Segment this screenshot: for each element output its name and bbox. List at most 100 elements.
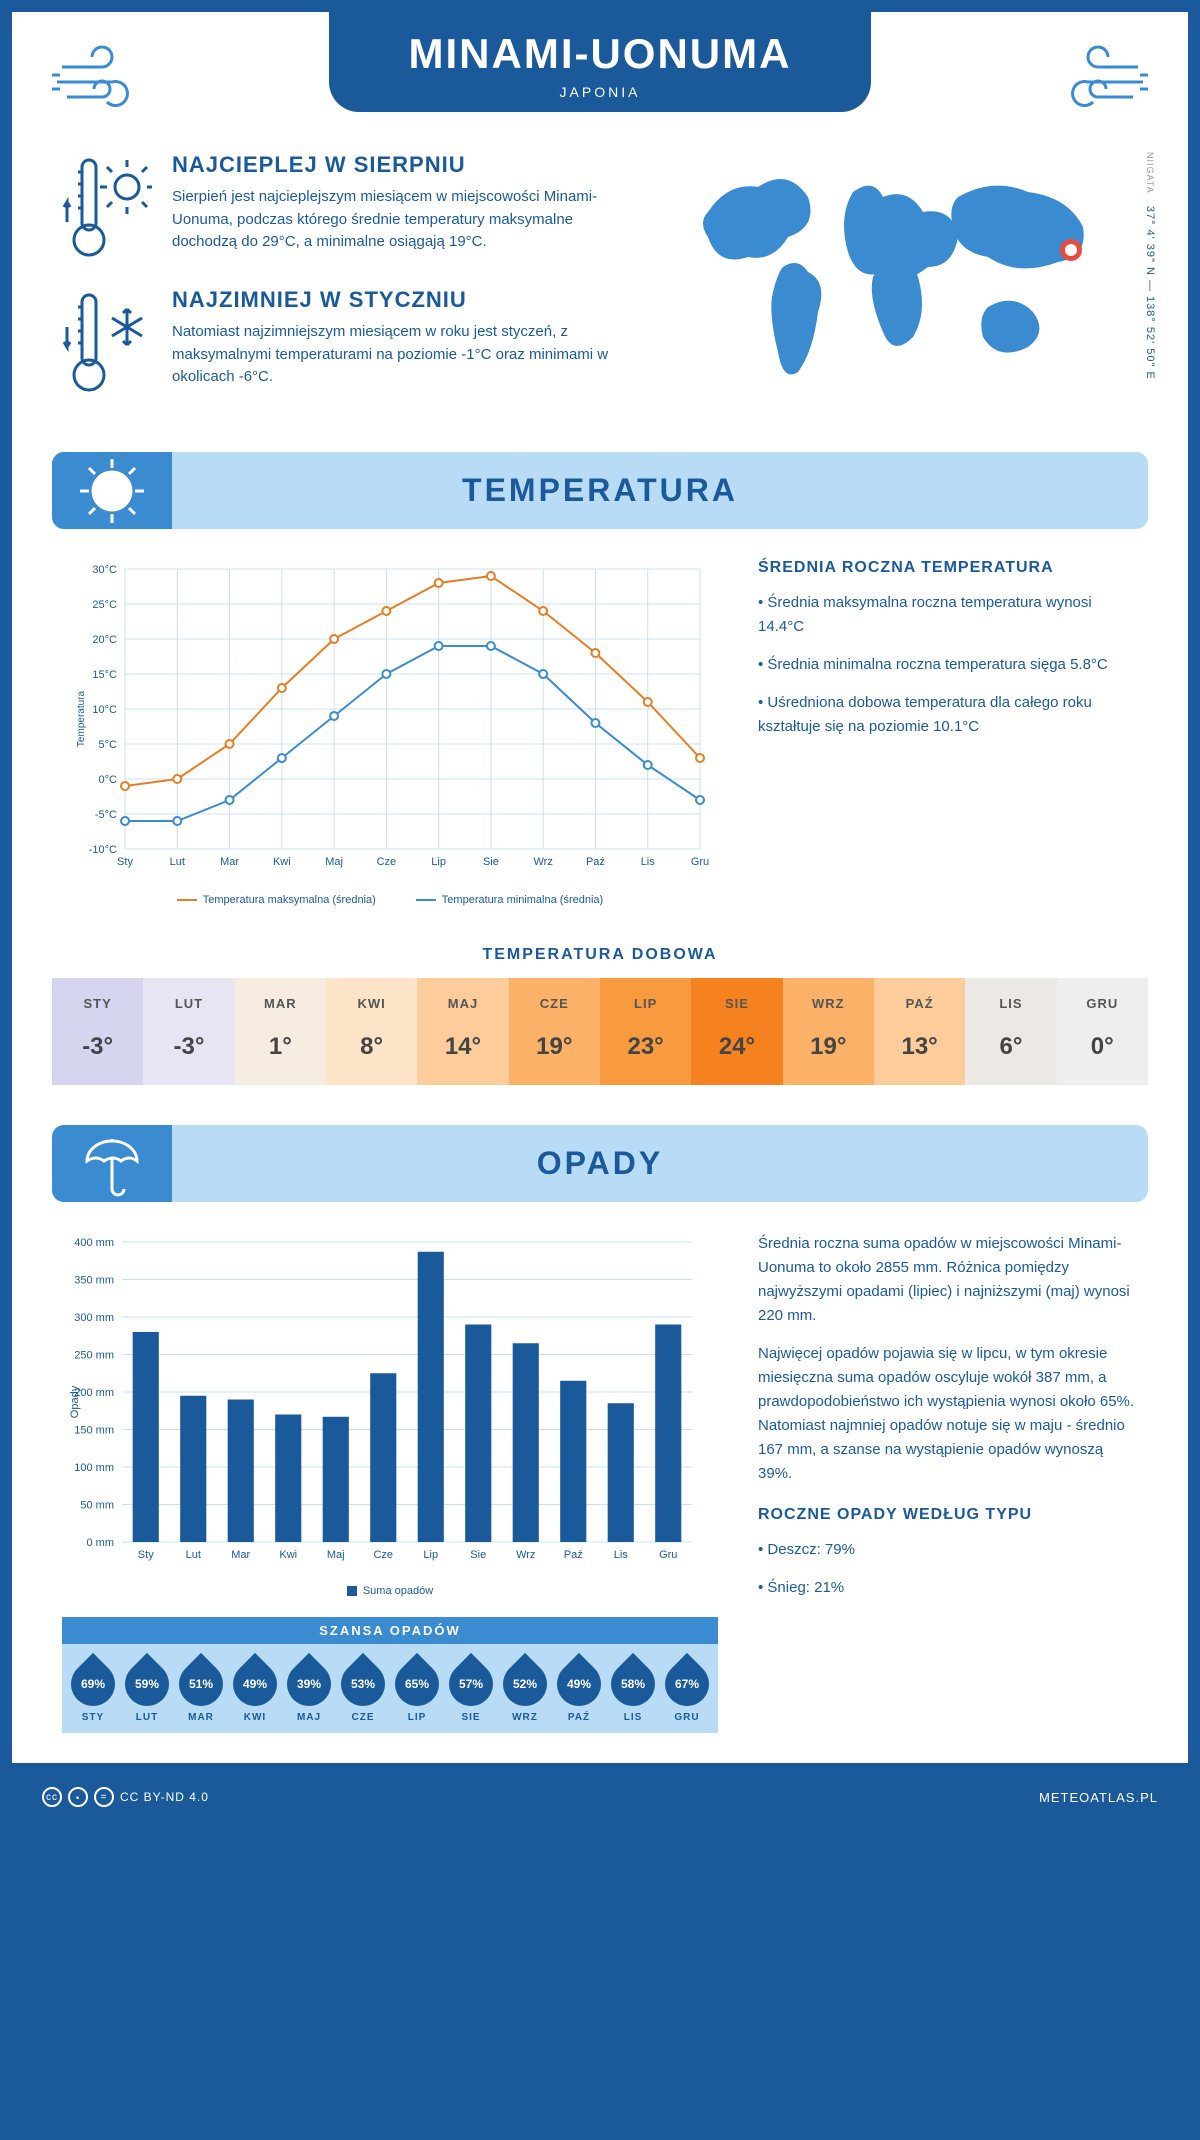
daily-month: LIP: [600, 988, 691, 1019]
drop-icon: 39%: [278, 1653, 340, 1715]
svg-text:Cze: Cze: [377, 856, 397, 868]
chance-value: 65%: [405, 1677, 429, 1691]
svg-text:-10°C: -10°C: [89, 844, 117, 856]
header: MINAMI-UONUMA JAPONIA: [12, 12, 1188, 142]
chance-month: LIP: [390, 1712, 444, 1723]
svg-text:-5°C: -5°C: [95, 809, 117, 821]
temp-bullet: • Średnia maksymalna roczna temperatura …: [758, 591, 1138, 639]
svg-text:100 mm: 100 mm: [74, 1462, 114, 1474]
drop-icon: 69%: [62, 1653, 124, 1715]
warmest-title: NAJCIEPLEJ W SIERPNIU: [172, 152, 638, 178]
cc-icon: cc: [42, 1787, 62, 1807]
svg-text:Mar: Mar: [231, 1549, 250, 1561]
license-block: cc 🞄 = CC BY-ND 4.0: [42, 1787, 209, 1807]
precip-type-bullet: • Śnieg: 21%: [758, 1576, 1138, 1600]
daily-cell: SIE 24°: [691, 978, 782, 1085]
chance-value: 49%: [243, 1677, 267, 1691]
daily-month: CZE: [509, 988, 600, 1019]
chance-value: 59%: [135, 1677, 159, 1691]
precipitation-bar-chart: 0 mm50 mm100 mm150 mm200 mm250 mm300 mm3…: [62, 1232, 702, 1572]
intro-row: NAJCIEPLEJ W SIERPNIU Sierpień jest najc…: [12, 142, 1188, 452]
precipitation-body: 0 mm50 mm100 mm150 mm200 mm250 mm300 mm3…: [12, 1202, 1188, 1743]
precip-type-heading: ROCZNE OPADY WEDŁUG TYPU: [758, 1506, 1138, 1524]
by-icon: 🞄: [68, 1787, 88, 1807]
coldest-text: Natomiast najzimniejszym miesiącem w rok…: [172, 321, 638, 389]
daily-cell: LIP 23°: [600, 978, 691, 1085]
svg-text:300 mm: 300 mm: [74, 1312, 114, 1324]
title-banner: MINAMI-UONUMA JAPONIA: [329, 12, 872, 112]
svg-text:Paź: Paź: [564, 1549, 583, 1561]
wind-icon: [1048, 42, 1148, 127]
daily-cell: KWI 8°: [326, 978, 417, 1085]
coldest-title: NAJZIMNIEJ W STYCZNIU: [172, 287, 638, 313]
temp-bullet: • Średnia minimalna roczna temperatura s…: [758, 653, 1138, 677]
chance-cell: 49% KWI: [228, 1656, 282, 1723]
daily-value: 1°: [235, 1019, 326, 1075]
drop-icon: 57%: [440, 1653, 502, 1715]
world-map: [678, 152, 1138, 407]
daily-value: 6°: [965, 1019, 1056, 1075]
chance-month: CZE: [336, 1712, 390, 1723]
thermometer-sun-icon: [62, 152, 152, 262]
svg-text:0 mm: 0 mm: [87, 1537, 115, 1549]
nd-icon: =: [94, 1787, 114, 1807]
chance-grid: 69% STY59% LUT51% MAR49% KWI39% MAJ53% C…: [62, 1644, 718, 1733]
chance-month: STY: [66, 1712, 120, 1723]
svg-text:Sie: Sie: [483, 856, 499, 868]
daily-value: 0°: [1057, 1019, 1148, 1075]
chance-month: WRZ: [498, 1712, 552, 1723]
precip-bar-legend: Suma opadów: [62, 1585, 718, 1597]
legend-min: Temperatura minimalna (średnia): [416, 894, 603, 906]
drop-icon: 58%: [602, 1653, 664, 1715]
svg-text:Cze: Cze: [373, 1549, 393, 1561]
chance-value: 69%: [81, 1677, 105, 1691]
warmest-block: NAJCIEPLEJ W SIERPNIU Sierpień jest najc…: [62, 152, 638, 262]
temp-legend: Temperatura maksymalna (średnia) Tempera…: [62, 894, 718, 906]
svg-text:Sty: Sty: [138, 1549, 154, 1561]
svg-text:Opady: Opady: [69, 1385, 81, 1418]
chance-cell: 53% CZE: [336, 1656, 390, 1723]
svg-text:Lut: Lut: [170, 856, 185, 868]
chance-cell: 52% WRZ: [498, 1656, 552, 1723]
chance-month: KWI: [228, 1712, 282, 1723]
svg-text:Kwi: Kwi: [279, 1549, 297, 1561]
svg-text:Gru: Gru: [659, 1549, 677, 1561]
daily-month: LIS: [965, 988, 1056, 1019]
drop-icon: 53%: [332, 1653, 394, 1715]
drop-icon: 51%: [170, 1653, 232, 1715]
daily-value: 23°: [600, 1019, 691, 1075]
svg-text:150 mm: 150 mm: [74, 1425, 114, 1437]
svg-text:Lis: Lis: [614, 1549, 629, 1561]
drop-icon: 65%: [386, 1653, 448, 1715]
chance-cell: 39% MAJ: [282, 1656, 336, 1723]
drop-icon: 52%: [494, 1653, 556, 1715]
chance-cell: 58% LIS: [606, 1656, 660, 1723]
daily-cell: WRZ 19°: [783, 978, 874, 1085]
svg-text:Mar: Mar: [220, 856, 239, 868]
daily-value: -3°: [52, 1019, 143, 1075]
chance-month: SIE: [444, 1712, 498, 1723]
precip-side-text: Średnia roczna suma opadów w miejscowośc…: [758, 1232, 1138, 1733]
svg-text:Sty: Sty: [117, 856, 133, 868]
coldest-block: NAJZIMNIEJ W STYCZNIU Natomiast najzimni…: [62, 287, 638, 397]
chance-value: 49%: [567, 1677, 591, 1691]
coords-label: NIIGATA 37° 4' 39" N — 138° 52' 50" E: [1144, 152, 1156, 380]
daily-month: GRU: [1057, 988, 1148, 1019]
daily-month: MAR: [235, 988, 326, 1019]
drop-icon: 49%: [548, 1653, 610, 1715]
brand-label: METEOATLAS.PL: [1039, 1790, 1158, 1805]
svg-text:250 mm: 250 mm: [74, 1350, 114, 1362]
umbrella-icon: [52, 1125, 172, 1202]
svg-text:Gru: Gru: [691, 856, 709, 868]
chance-value: 58%: [621, 1677, 645, 1691]
svg-text:Maj: Maj: [327, 1549, 345, 1561]
daily-cell: MAR 1°: [235, 978, 326, 1085]
map-marker: [1060, 239, 1082, 261]
chance-value: 52%: [513, 1677, 537, 1691]
svg-text:10°C: 10°C: [92, 704, 117, 716]
city-title: MINAMI-UONUMA: [409, 30, 792, 78]
daily-month: STY: [52, 988, 143, 1019]
chance-value: 53%: [351, 1677, 375, 1691]
country-subtitle: JAPONIA: [409, 84, 792, 100]
chance-cell: 59% LUT: [120, 1656, 174, 1723]
